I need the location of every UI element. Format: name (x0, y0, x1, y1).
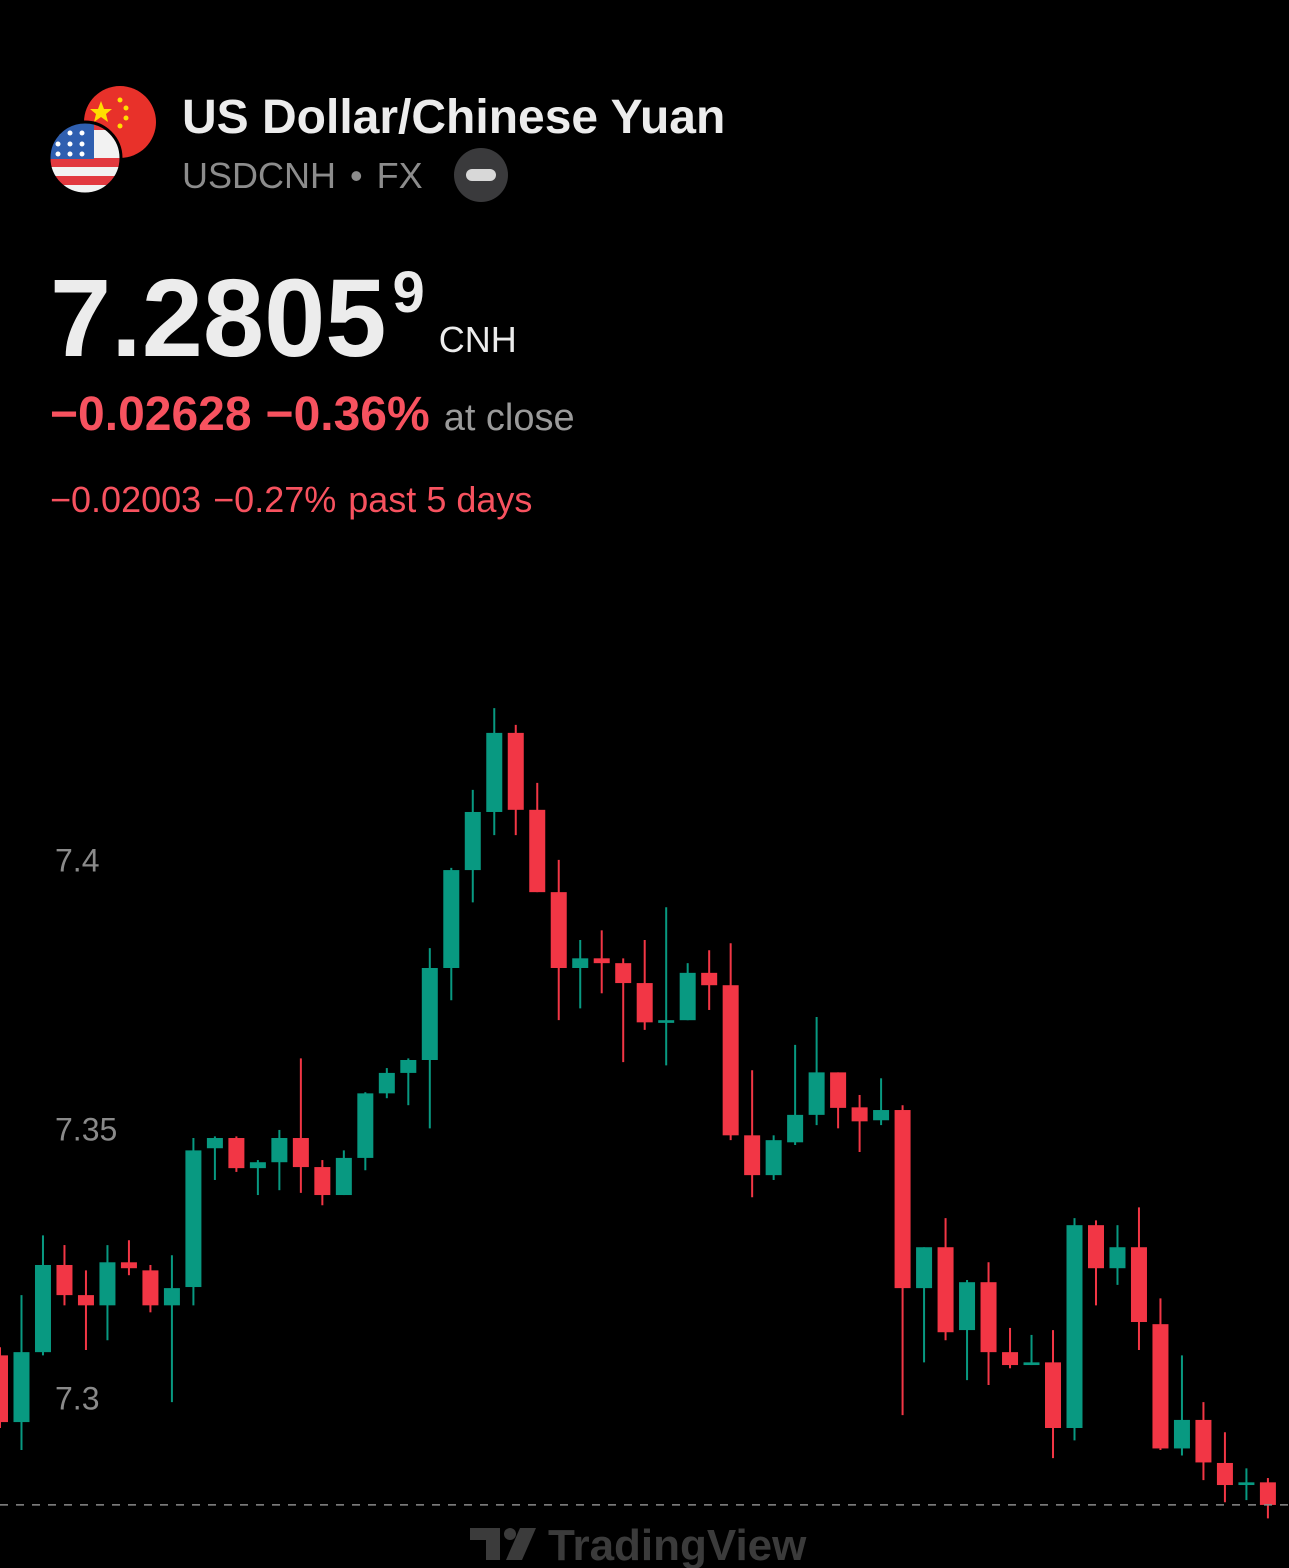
candle-body (120, 1262, 137, 1269)
separator: • (350, 155, 363, 196)
cn-star (117, 97, 123, 103)
title: US Dollar/Chinese Yuan (182, 91, 725, 144)
candle-body (206, 1138, 223, 1149)
candle-body (679, 972, 696, 1021)
candle-body (142, 1270, 159, 1306)
candle-body (1045, 1362, 1062, 1428)
candle-body (271, 1138, 288, 1163)
candle-body (443, 870, 460, 968)
logo-part (504, 1528, 516, 1540)
candle-body (1023, 1362, 1040, 1366)
candle-body (1238, 1482, 1255, 1486)
candle-body (99, 1262, 116, 1306)
change: −0.02628 (50, 388, 252, 441)
candle-body (249, 1162, 266, 1169)
candle-body (937, 1247, 954, 1333)
candle-body (765, 1140, 782, 1176)
price-main: 7.2805 (50, 257, 386, 380)
watermark-text: TradingView (548, 1521, 807, 1568)
candle-body (1066, 1225, 1083, 1428)
candle-body (636, 983, 653, 1023)
change-5d: −0.02003 (50, 479, 201, 520)
price-last-digit: 9 (392, 260, 424, 325)
candle-body (550, 892, 567, 968)
candle-body (1195, 1419, 1212, 1463)
candle-body (593, 958, 610, 964)
candle-body (894, 1110, 911, 1289)
candle-body (1173, 1419, 1190, 1449)
candle-body (464, 811, 481, 871)
candle-body (185, 1150, 202, 1288)
y-tick-label: 7.4 (55, 843, 99, 879)
candle-body (56, 1264, 73, 1296)
candle-body (744, 1135, 761, 1176)
candle-body (357, 1093, 374, 1158)
candle-body (486, 732, 503, 812)
candle-body (1109, 1247, 1126, 1269)
candle-body (916, 1247, 933, 1289)
candle-body (314, 1167, 331, 1196)
symbol: USDCNH (182, 155, 336, 196)
change-5d-line: −0.02003 −0.27% past 5 days (50, 479, 532, 520)
change-5d-label: past 5 days (348, 479, 532, 520)
change-5d-percent: −0.27% (213, 479, 336, 520)
exchange: FX (377, 155, 423, 196)
candle-body (163, 1288, 180, 1306)
status: at close (444, 397, 575, 439)
candle-body (421, 968, 438, 1060)
candle-body (787, 1114, 804, 1143)
candle-body (1087, 1225, 1104, 1269)
candle-body (959, 1282, 976, 1331)
candle-body (292, 1138, 309, 1168)
candle-body (529, 809, 546, 893)
candle-body (1002, 1352, 1019, 1366)
cn-star (123, 105, 129, 111)
flag-border (47, 120, 123, 196)
candle-body (1152, 1324, 1169, 1449)
cn-star (90, 101, 112, 122)
y-tick-label: 7.3 (55, 1381, 99, 1417)
candle-body (1259, 1482, 1276, 1505)
change-line: −0.02628 −0.36% at close (50, 388, 575, 441)
candle-body (1130, 1247, 1147, 1323)
plot: 7.3 7.35 7.4 (0, 708, 1289, 1519)
badge-icon (466, 169, 496, 181)
candle-body (507, 732, 524, 810)
candle-body (980, 1282, 997, 1353)
candle-body (722, 985, 739, 1136)
price: 7.2805 9 CNH (50, 257, 517, 380)
candle-body (0, 1355, 8, 1423)
candle-body (378, 1072, 395, 1094)
watermark: TradingView (470, 1521, 807, 1568)
candle-body (830, 1072, 847, 1108)
candle-body (335, 1157, 352, 1196)
candle-body (77, 1295, 94, 1306)
candle-body (1216, 1462, 1233, 1486)
candle-body (615, 963, 632, 984)
status-badge[interactable] (454, 148, 508, 202)
logo-part (486, 1528, 500, 1560)
cn-star (123, 115, 129, 121)
candle-body (34, 1264, 51, 1353)
candle-body (400, 1060, 417, 1073)
candle-body (851, 1107, 868, 1122)
change-percent: −0.36% (266, 388, 430, 441)
candle-body (701, 972, 718, 986)
candle-body (658, 1020, 675, 1023)
candle-body (228, 1138, 245, 1169)
subtitle: USDCNH • FX (182, 155, 423, 196)
candle-body (13, 1352, 30, 1423)
candle-body (808, 1072, 825, 1115)
candle-body (572, 958, 589, 968)
logo-part (506, 1528, 536, 1560)
currency: CNH (439, 319, 517, 360)
candle-body (873, 1110, 890, 1121)
y-tick-label: 7.35 (55, 1112, 117, 1148)
cn-star (117, 123, 123, 129)
